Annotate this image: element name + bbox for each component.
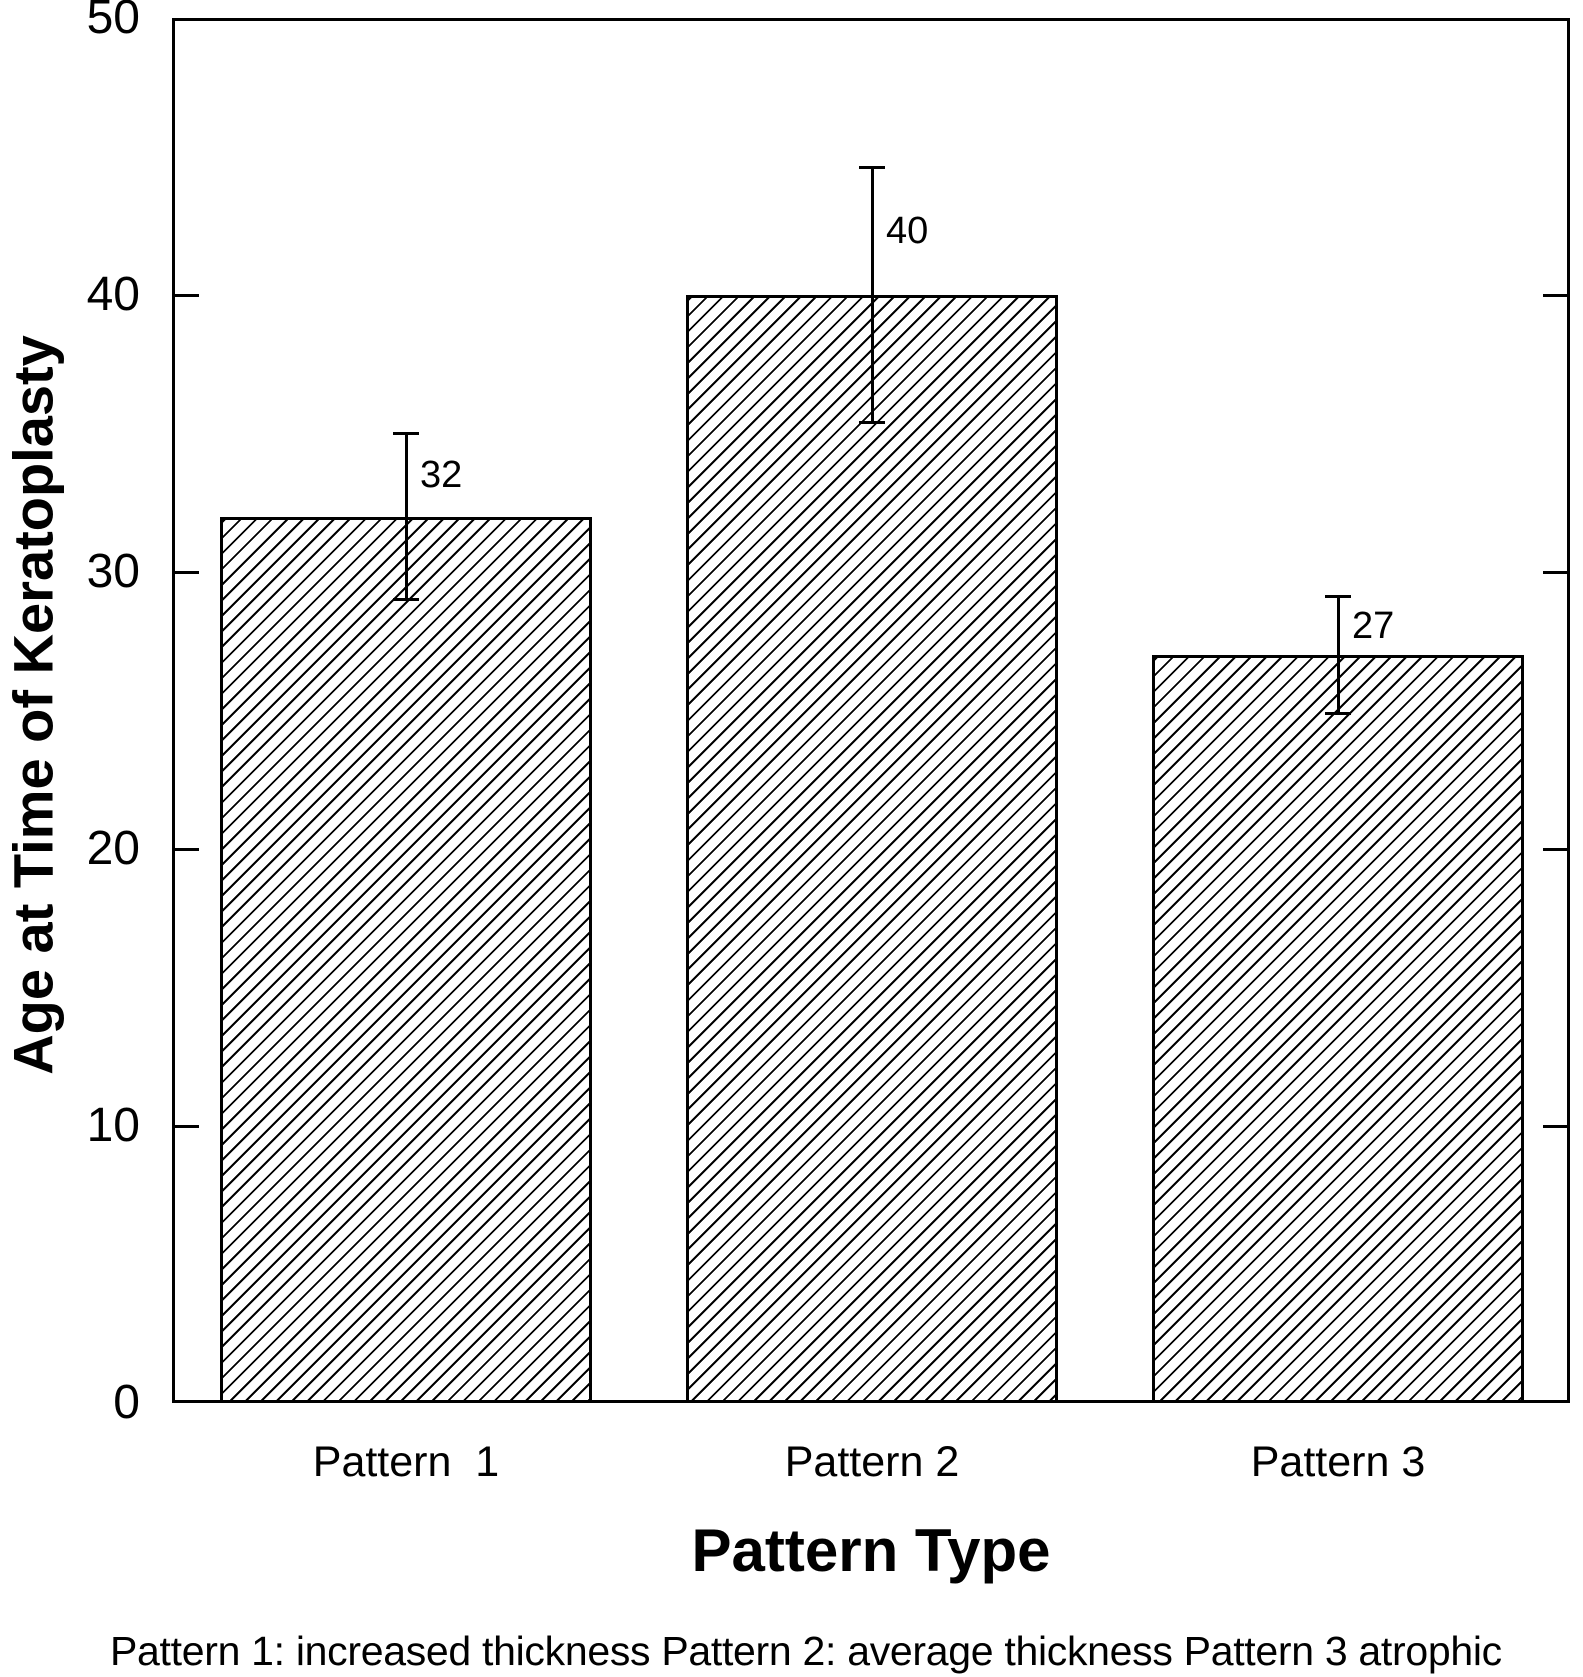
y-tick-right xyxy=(1543,570,1567,574)
error-bar-cap-top xyxy=(1325,595,1351,599)
bar-value-label: 32 xyxy=(420,454,463,497)
bar-value-label: 27 xyxy=(1352,605,1395,647)
error-bar-line xyxy=(1336,596,1340,714)
bar-2 xyxy=(686,295,1058,1403)
y-tick-label: 50 xyxy=(86,0,140,44)
bar-value-label: 40 xyxy=(886,210,929,253)
error-bar-cap-top xyxy=(393,432,419,435)
y-tick-label: 30 xyxy=(86,545,140,598)
y-tick-label: 40 xyxy=(86,268,140,321)
y-tick-left xyxy=(175,1124,199,1128)
y-axis-title: Age at Time of Keratoplasty xyxy=(1,335,65,1075)
error-bar-line xyxy=(404,433,408,600)
x-axis-title: Pattern Type xyxy=(691,1517,1051,1584)
x-category-label: Pattern 1 xyxy=(312,1438,500,1486)
y-tick-label: 0 xyxy=(113,1376,140,1429)
error-bar-cap-top xyxy=(859,166,885,170)
x-category-label: Pattern 3 xyxy=(1250,1438,1426,1486)
y-tick-right xyxy=(1543,1124,1567,1128)
error-bar-line xyxy=(870,167,874,423)
y-tick-right xyxy=(1543,847,1567,851)
bar-1 xyxy=(220,516,592,1403)
error-bar-cap-bottom xyxy=(1325,711,1351,715)
x-category-label: Pattern 2 xyxy=(784,1438,960,1486)
error-bar-cap-bottom xyxy=(859,420,885,424)
bar-3 xyxy=(1152,655,1524,1403)
y-tick-right xyxy=(1543,293,1567,297)
chart-footnote: Pattern 1: increased thickness Pattern 2… xyxy=(110,1628,1502,1674)
error-bar-cap-bottom xyxy=(393,598,419,602)
y-tick-label: 10 xyxy=(86,1099,140,1152)
y-tick-label: 20 xyxy=(86,822,140,875)
y-tick-left xyxy=(175,847,199,851)
y-tick-left xyxy=(175,570,199,574)
y-tick-left xyxy=(175,293,199,297)
